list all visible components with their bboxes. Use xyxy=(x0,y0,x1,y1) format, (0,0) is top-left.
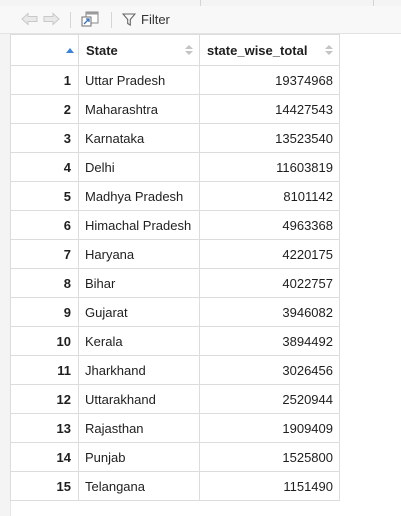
state-wise-total-cell: 2520944 xyxy=(199,384,340,414)
table-row[interactable]: 4 Delhi 11603819 xyxy=(10,152,340,182)
row-number-cell: 11 xyxy=(10,355,79,385)
row-number-cell: 15 xyxy=(10,471,79,501)
row-number-cell: 4 xyxy=(10,152,79,182)
filter-button[interactable]: Filter xyxy=(122,10,170,29)
row-number-cell: 12 xyxy=(10,384,79,414)
row-number-cell: 9 xyxy=(10,297,79,327)
forward-button[interactable] xyxy=(41,10,61,28)
state-cell: Delhi xyxy=(78,152,200,182)
state-cell: Karnataka xyxy=(78,123,200,153)
data-grid: State state_wise_total 1 Uttar Pradesh 193… xyxy=(0,34,401,516)
row-number-header-label xyxy=(12,43,18,58)
table-row[interactable]: 14 Punjab 1525800 xyxy=(10,442,340,472)
row-number-header[interactable] xyxy=(10,34,79,66)
row-number-cell: 10 xyxy=(10,326,79,356)
back-arrow-icon xyxy=(21,12,38,26)
row-number-cell: 5 xyxy=(10,181,79,211)
row-number-cell: 1 xyxy=(10,65,79,95)
row-number-cell: 14 xyxy=(10,442,79,472)
state-cell: Maharashtra xyxy=(78,94,200,124)
state-cell: Kerala xyxy=(78,326,200,356)
back-button[interactable] xyxy=(20,10,40,28)
state-wise-total-cell: 13523540 xyxy=(199,123,340,153)
state-wise-total-cell: 3026456 xyxy=(199,355,340,385)
state-cell: Uttar Pradesh xyxy=(78,65,200,95)
state-wise-total-cell: 14427543 xyxy=(199,94,340,124)
state-cell: Gujarat xyxy=(78,297,200,327)
column-header-label: state_wise_total xyxy=(207,42,308,58)
state-wise-total-cell: 11603819 xyxy=(199,152,340,182)
table-row[interactable]: 12 Uttarakhand 2520944 xyxy=(10,384,340,414)
state-cell: Bihar xyxy=(78,268,200,298)
column-header-state[interactable]: State xyxy=(78,34,200,66)
table-row[interactable]: 9 Gujarat 3946082 xyxy=(10,297,340,327)
toolbar-separator xyxy=(70,12,71,28)
toolbar-separator xyxy=(111,12,112,28)
show-in-new-window-button[interactable] xyxy=(80,10,100,28)
table-row[interactable]: 11 Jharkhand 3026456 xyxy=(10,355,340,385)
state-cell: Haryana xyxy=(78,239,200,269)
state-cell: Punjab xyxy=(78,442,200,472)
column-header-label: State xyxy=(86,42,118,58)
funnel-icon xyxy=(122,13,136,26)
sort-toggle-icon xyxy=(185,45,193,55)
sort-toggle-icon xyxy=(325,45,333,55)
row-number-cell: 6 xyxy=(10,210,79,240)
state-cell: Telangana xyxy=(78,471,200,501)
forward-arrow-icon xyxy=(43,12,60,26)
row-number-cell: 8 xyxy=(10,268,79,298)
table-row[interactable]: 15 Telangana 1151490 xyxy=(10,471,340,501)
table-row[interactable]: 3 Karnataka 13523540 xyxy=(10,123,340,153)
column-header-state-wise-total[interactable]: state_wise_total xyxy=(199,34,340,66)
state-cell: Himachal Pradesh xyxy=(78,210,200,240)
state-wise-total-cell: 4220175 xyxy=(199,239,340,269)
table-row[interactable]: 13 Rajasthan 1909409 xyxy=(10,413,340,443)
state-cell: Jharkhand xyxy=(78,355,200,385)
table-row[interactable]: 8 Bihar 4022757 xyxy=(10,268,340,298)
state-wise-total-cell: 3894492 xyxy=(199,326,340,356)
row-number-cell: 3 xyxy=(10,123,79,153)
row-number-cell: 2 xyxy=(10,94,79,124)
filter-label: Filter xyxy=(141,12,170,27)
state-wise-total-cell: 19374968 xyxy=(199,65,340,95)
state-wise-total-cell: 4022757 xyxy=(199,268,340,298)
state-wise-total-cell: 4963368 xyxy=(199,210,340,240)
state-cell: Rajasthan xyxy=(78,413,200,443)
state-cell: Uttarakhand xyxy=(78,384,200,414)
show-in-new-window-icon xyxy=(81,11,99,27)
state-wise-total-cell: 1525800 xyxy=(199,442,340,472)
tab-divider xyxy=(200,0,201,6)
state-wise-total-cell: 1909409 xyxy=(199,413,340,443)
viewer-toolbar: Filter xyxy=(0,6,401,34)
table-row[interactable]: 5 Madhya Pradesh 8101142 xyxy=(10,181,340,211)
state-wise-total-cell: 3946082 xyxy=(199,297,340,327)
state-wise-total-cell: 1151490 xyxy=(199,471,340,501)
table-row[interactable]: 10 Kerala 3894492 xyxy=(10,326,340,356)
row-number-cell: 7 xyxy=(10,239,79,269)
header-row: State state_wise_total xyxy=(10,34,340,66)
tab-divider xyxy=(373,0,374,6)
state-cell: Madhya Pradesh xyxy=(78,181,200,211)
row-number-cell: 13 xyxy=(10,413,79,443)
state-wise-total-cell: 8101142 xyxy=(199,181,340,211)
data-table: State state_wise_total 1 Uttar Pradesh 193… xyxy=(10,34,340,501)
table-row[interactable]: 1 Uttar Pradesh 19374968 xyxy=(10,65,340,95)
sort-ascending-icon xyxy=(66,48,74,53)
table-row[interactable]: 7 Haryana 4220175 xyxy=(10,239,340,269)
table-row[interactable]: 2 Maharashtra 14427543 xyxy=(10,94,340,124)
table-row[interactable]: 6 Himachal Pradesh 4963368 xyxy=(10,210,340,240)
